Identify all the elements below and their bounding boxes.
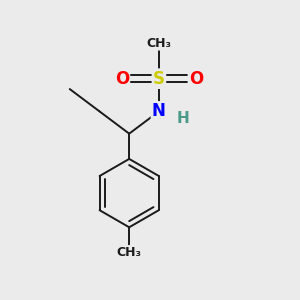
- Text: CH₃: CH₃: [146, 37, 171, 50]
- Text: O: O: [189, 70, 203, 88]
- Text: N: N: [152, 102, 166, 120]
- Text: O: O: [115, 70, 129, 88]
- Text: H: H: [176, 111, 189, 126]
- Text: S: S: [153, 70, 165, 88]
- Text: CH₃: CH₃: [117, 246, 142, 259]
